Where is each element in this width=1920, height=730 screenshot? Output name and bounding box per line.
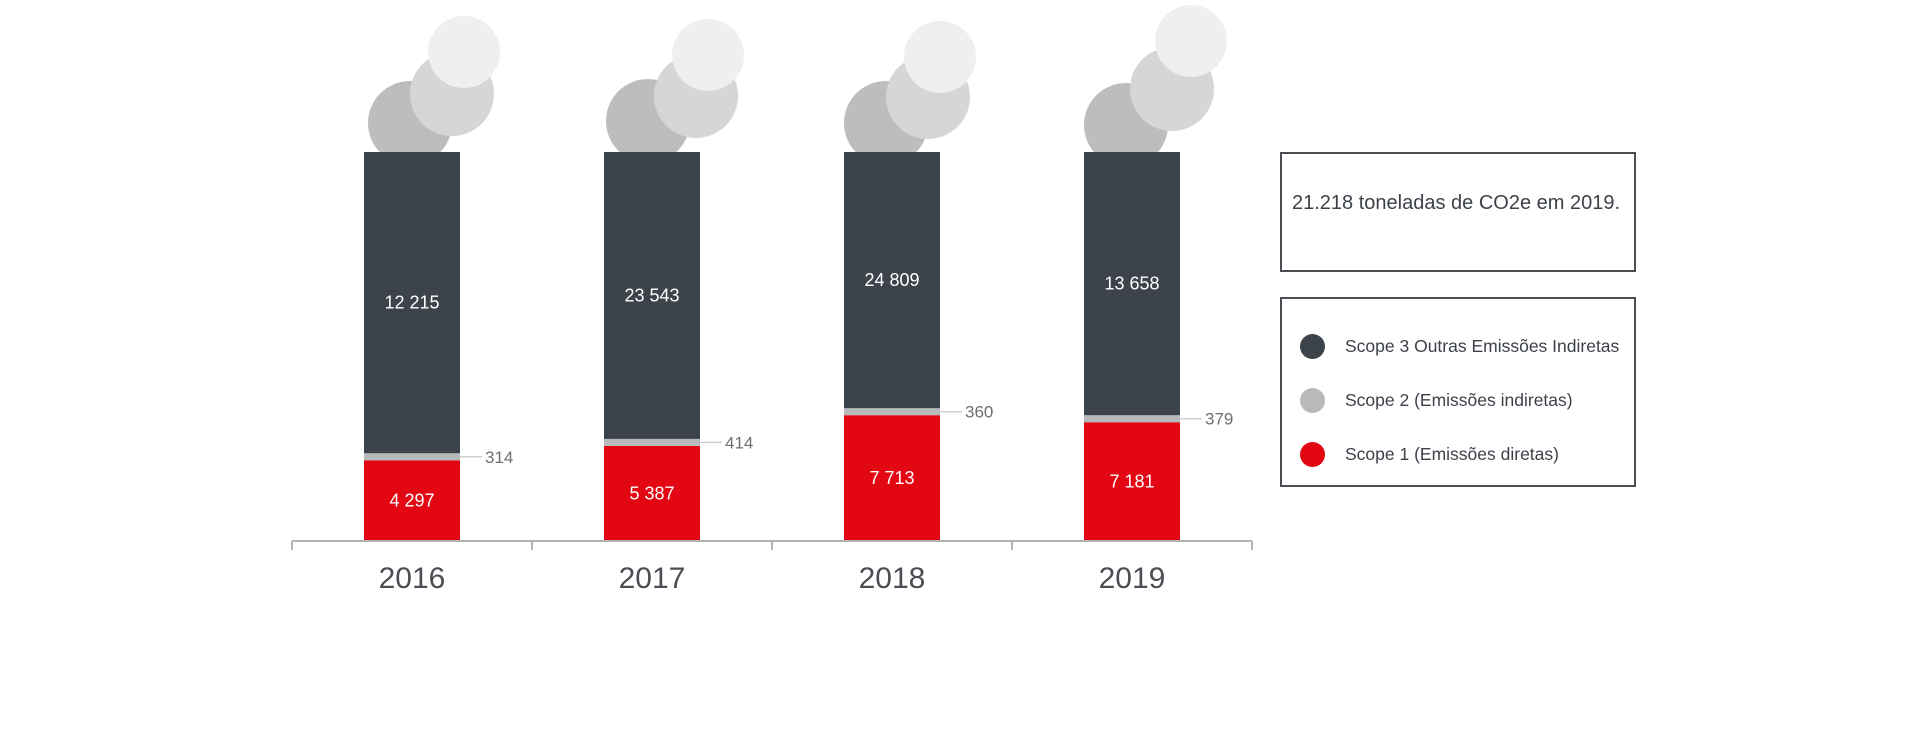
x-tick-label-2019: 2019 xyxy=(1099,562,1166,595)
x-tick-label-2016: 2016 xyxy=(379,562,446,595)
bar-scope1-2016 xyxy=(364,460,460,541)
legend-swatch-scope1 xyxy=(1300,441,1325,467)
label-scope1-2016: 4 297 xyxy=(389,491,434,511)
label-scope3-2017: 23 543 xyxy=(624,285,679,305)
legend-swatch-scope2 xyxy=(1300,387,1325,413)
legend-item-scope3: Scope 3 Outras Emissões Indiretas xyxy=(1300,319,1634,373)
bar-scope1-2019 xyxy=(1084,422,1180,541)
label-scope2-2016: 314 xyxy=(485,448,513,467)
bar-scope2-2019 xyxy=(1084,415,1180,423)
label-scope1-2017: 5 387 xyxy=(629,483,674,503)
label-scope3-2019: 13 658 xyxy=(1104,274,1159,294)
bar-scope2-2017 xyxy=(604,438,700,446)
legend-label-scope2: Scope 2 (Emissões indiretas) xyxy=(1345,389,1573,410)
legend-label-scope1: Scope 1 (Emissões diretas) xyxy=(1345,443,1559,464)
smoke-puff xyxy=(428,16,500,88)
legend-item-scope2: Scope 2 (Emissões indiretas) xyxy=(1300,373,1634,427)
bars xyxy=(364,152,1180,541)
label-scope2-2019: 379 xyxy=(1205,410,1233,429)
legend-label-scope3: Scope 3 Outras Emissões Indiretas xyxy=(1345,335,1620,356)
info-text: 21.218 toneladas de CO2e em 2019. xyxy=(1292,192,1621,214)
label-scope1-2018: 7 713 xyxy=(869,468,914,488)
label-scope1-2019: 7 181 xyxy=(1109,472,1154,492)
bar-scope1-2017 xyxy=(604,445,700,541)
bar-scope3-2018 xyxy=(844,152,940,409)
label-scope2-2017: 414 xyxy=(725,433,753,452)
legend-swatch-scope3 xyxy=(1300,333,1325,359)
bar-scope3-2016 xyxy=(364,152,460,454)
x-axis: 2016 2017 2018 2019 xyxy=(291,540,1253,595)
label-scope3-2016: 12 215 xyxy=(384,293,439,313)
label-scope2-2018: 360 xyxy=(965,403,993,422)
smoke-puff xyxy=(1155,5,1227,77)
smoke-puff xyxy=(904,21,976,93)
legend-item-scope1: Scope 1 (Emissões diretas) xyxy=(1300,427,1634,481)
x-tick-label-2018: 2018 xyxy=(859,562,926,595)
x-tick-label-2017: 2017 xyxy=(619,562,686,595)
bar-scope1-2018 xyxy=(844,415,940,541)
bar-scope3-2017 xyxy=(604,152,700,439)
bar-scope2-2018 xyxy=(844,408,940,416)
info-box: 21.218 toneladas de CO2e em 2019. xyxy=(1280,152,1636,272)
data-labels: 4 297 12 215 314 5 387 23 543 414 7 713 24 809 3… xyxy=(384,270,1233,511)
legend: Scope 3 Outras Emissões Indiretas Scope … xyxy=(1280,297,1636,487)
label-scope3-2018: 24 809 xyxy=(864,270,919,290)
smoke-decoration xyxy=(368,5,1227,167)
bar-scope3-2019 xyxy=(1084,152,1180,416)
bar-scope2-2016 xyxy=(364,453,460,461)
smoke-puff xyxy=(672,19,744,91)
